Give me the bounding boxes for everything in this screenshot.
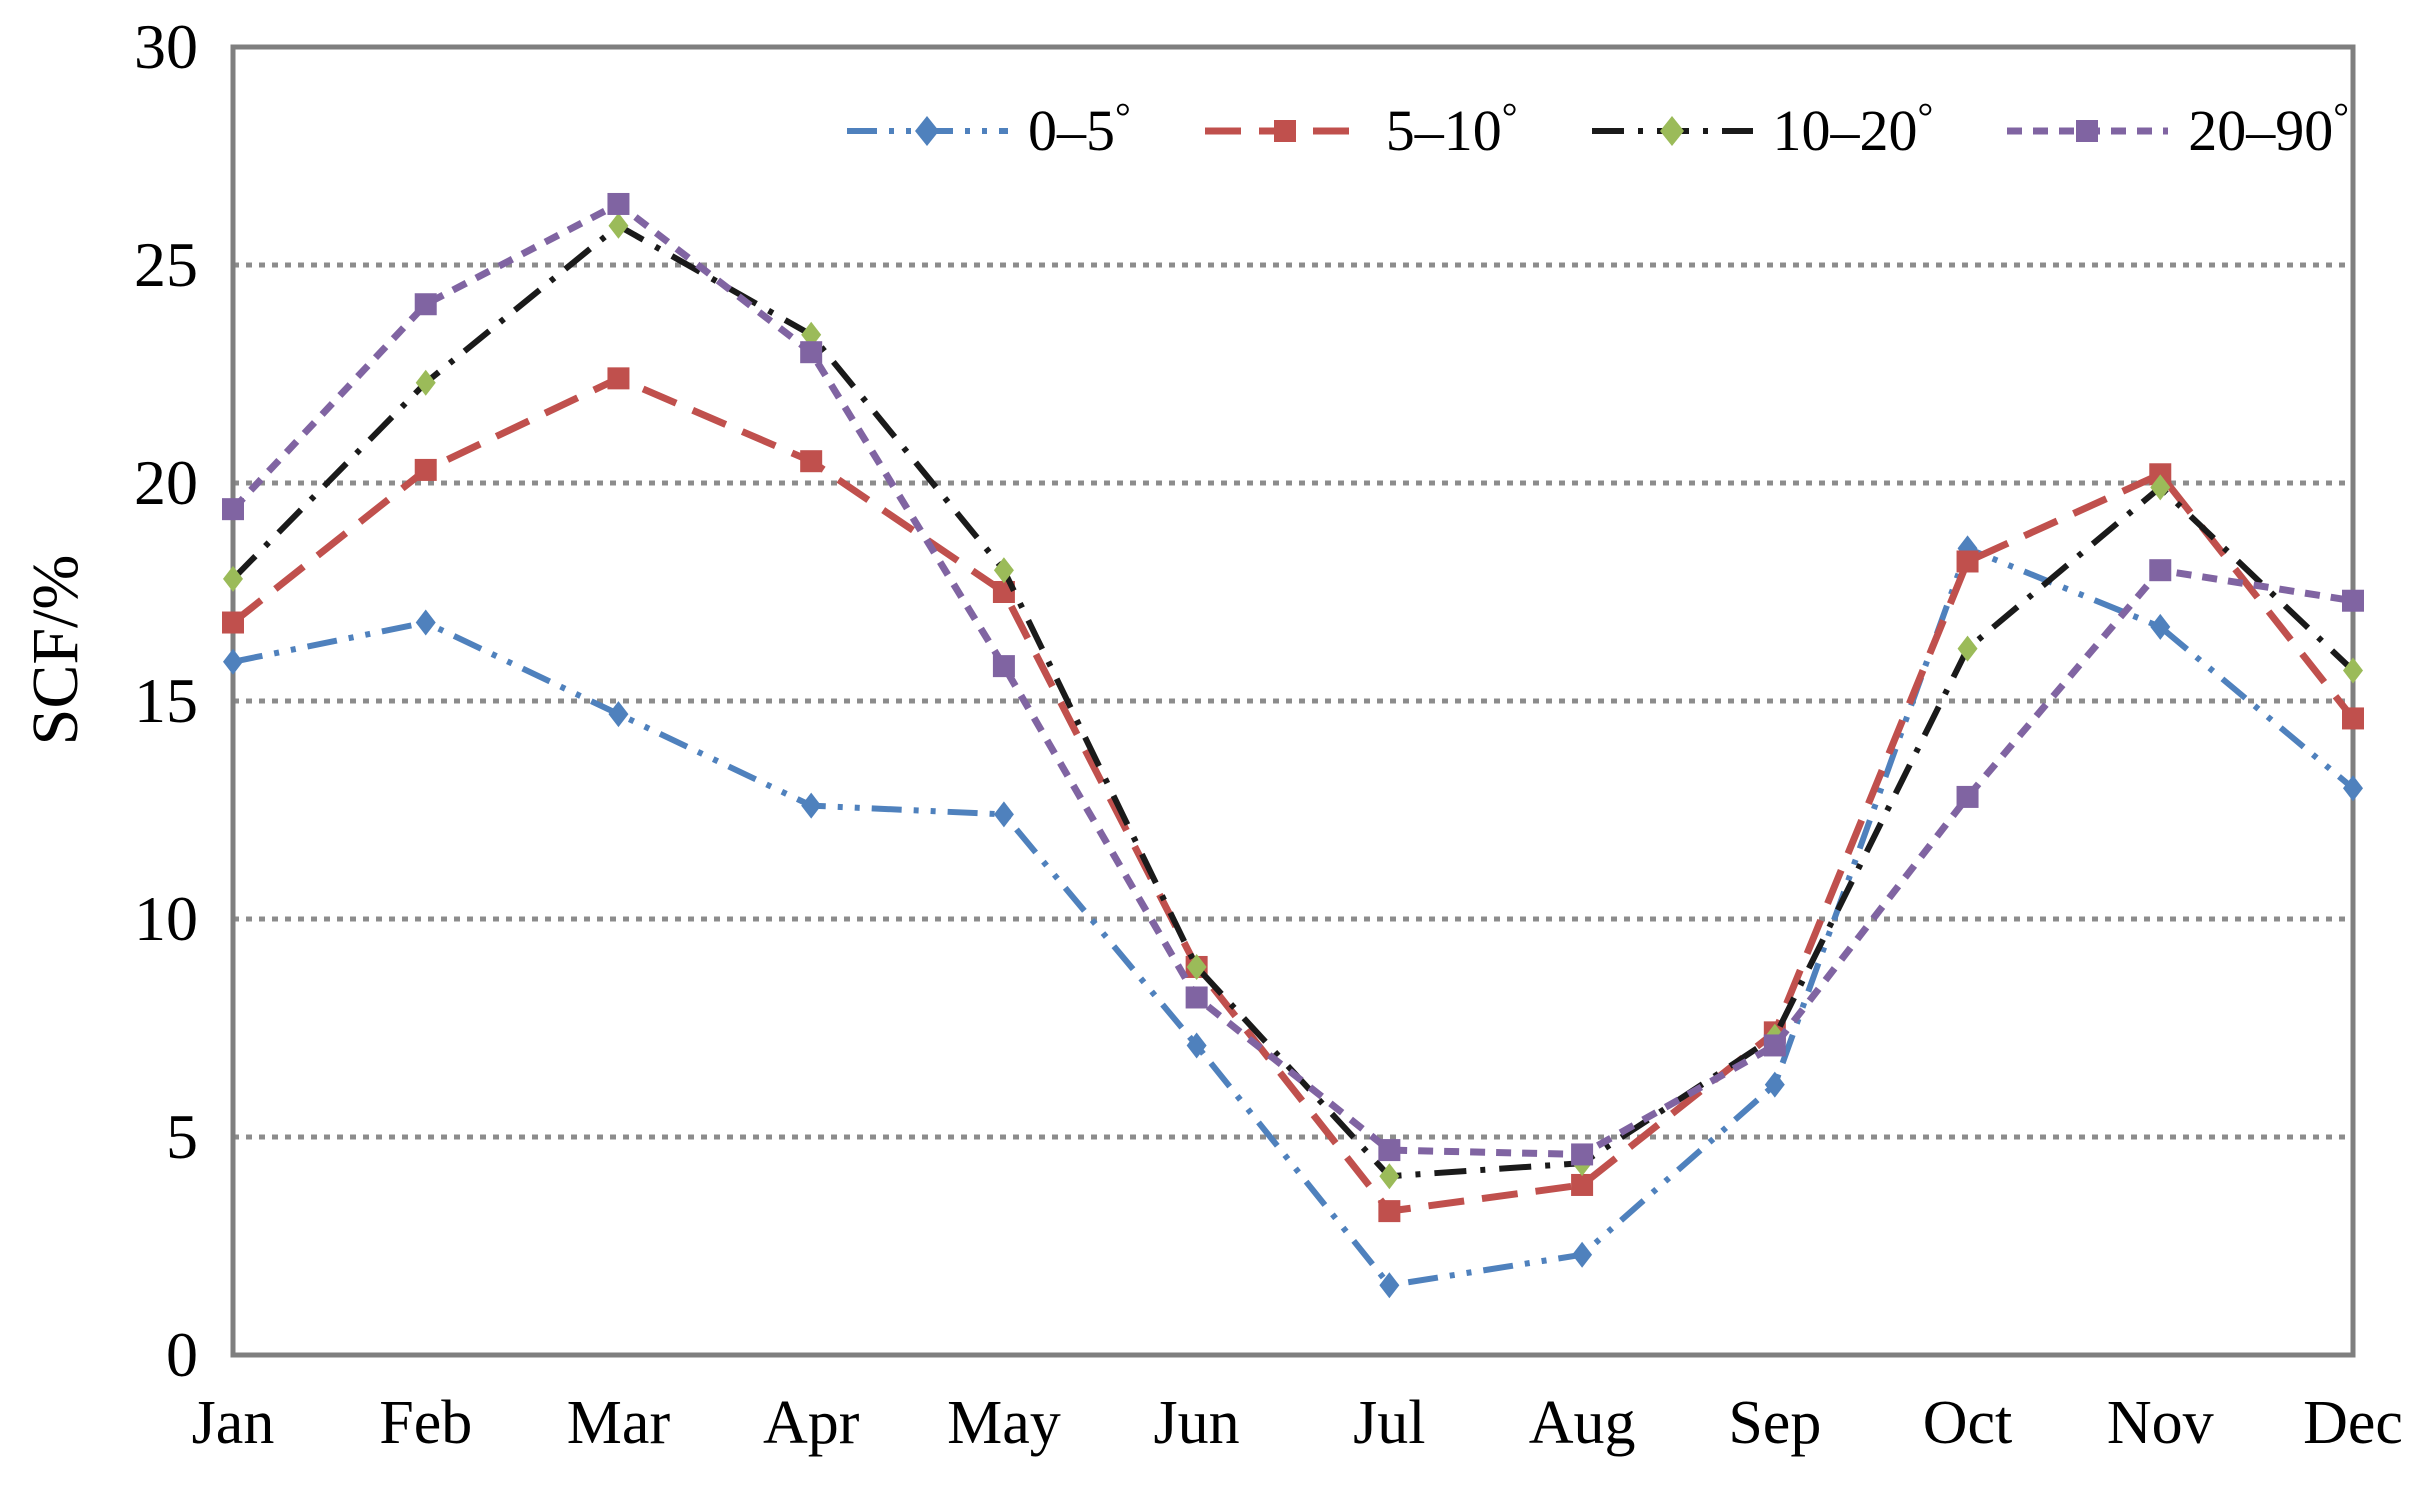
- data-point-0–5°-Nov: [2150, 613, 2171, 640]
- data-point-0–5°-Aug: [1572, 1241, 1593, 1268]
- data-point-0–5°-Dec: [2343, 775, 2363, 802]
- degree-symbol: °: [1501, 94, 1518, 139]
- legend-label: 20–90°: [2188, 94, 2350, 163]
- x-tick-label-Dec: Dec: [2303, 1389, 2403, 1457]
- data-point-20–90°-Apr: [800, 341, 823, 364]
- series-line-20–90°: [230, 199, 2354, 1158]
- data-point-20–90°-Dec: [2342, 589, 2364, 612]
- data-point-5–10°-Aug: [1571, 1173, 1594, 1196]
- data-point-5–10°-Jan: [222, 611, 244, 634]
- data-point-5–10°-Feb: [414, 458, 437, 481]
- degree-symbol: °: [1115, 94, 1131, 139]
- data-point-0–5°-May: [993, 801, 1014, 828]
- x-tick-label-Nov: Nov: [2106, 1389, 2214, 1457]
- legend-label: 10–20°: [1772, 94, 1934, 163]
- data-point-20–90°-Jun: [1185, 986, 1208, 1009]
- square-marker-icon: [2076, 120, 2099, 142]
- legend-swatch: [1591, 116, 1753, 146]
- data-point-0–5°-Mar: [608, 701, 629, 728]
- data-point-5–10°-Jul: [1378, 1200, 1401, 1223]
- y-tick-label-10: 10: [134, 883, 198, 954]
- data-point-20–90°-Aug: [1571, 1143, 1594, 1166]
- data-point-20–90°-Jan: [222, 498, 244, 521]
- data-point-5–10°-Oct: [1956, 550, 1979, 573]
- data-point-0–5°-Sep: [1764, 1071, 1785, 1098]
- data-point-20–90°-Mar: [607, 192, 630, 215]
- x-tick-label-Sep: Sep: [1728, 1389, 1822, 1457]
- legend-label: 0–5°: [1028, 94, 1131, 163]
- data-point-10–20°-Jan: [223, 565, 243, 592]
- data-point-0–5°-Jul: [1379, 1272, 1400, 1299]
- data-point-0–5°-Feb: [415, 609, 436, 636]
- legend-item-10–20°: 10–20°: [1590, 94, 1934, 163]
- diamond-marker-icon: [1659, 116, 1684, 146]
- data-point-20–90°-May: [992, 655, 1015, 678]
- data-point-10–20°-Jul: [1379, 1163, 1400, 1190]
- legend-swatch: [1204, 120, 1366, 142]
- data-point-20–90°-Nov: [2149, 559, 2172, 582]
- y-tick-label-20: 20: [134, 447, 198, 518]
- series-line-5–10°: [230, 374, 2356, 1215]
- x-tick-label-Jun: Jun: [1153, 1389, 1240, 1457]
- data-point-5–10°-Nov: [2149, 463, 2172, 486]
- legend-item-5–10°: 5–10°: [1203, 94, 1518, 163]
- y-tick-label-0: 0: [166, 1319, 198, 1390]
- data-point-10–20°-Oct: [1957, 635, 1978, 662]
- x-tick-label-Jul: Jul: [1353, 1389, 1426, 1457]
- data-point-10–20°-Feb: [415, 369, 436, 396]
- x-tick-label-May: May: [947, 1389, 1061, 1457]
- data-point-0–5°-Apr: [801, 792, 822, 819]
- x-tick-label-Mar: Mar: [566, 1389, 671, 1457]
- data-point-0–5°-Jan: [223, 648, 243, 675]
- legend-item-20–90°: 20–90°: [2005, 94, 2350, 163]
- data-point-20–90°-Feb: [414, 293, 437, 316]
- y-tick-label-25: 25: [134, 229, 198, 300]
- data-point-10–20°-Mar: [608, 212, 629, 239]
- plot-border: [230, 44, 2356, 1358]
- data-point-20–90°-Oct: [1956, 785, 1979, 808]
- legend-item-0–5°: 0–5°: [845, 94, 1131, 163]
- data-point-5–10°-Dec: [2342, 707, 2364, 730]
- data-point-20–90°-Sep: [1763, 1034, 1786, 1057]
- degree-symbol: °: [1917, 94, 1934, 139]
- legend-swatch: [847, 116, 1008, 146]
- data-point-0–5°-Jun: [1186, 1032, 1207, 1059]
- y-tick-label-5: 5: [166, 1101, 198, 1172]
- data-point-20–90°-Jul: [1378, 1139, 1401, 1162]
- x-tick-label-Jan: Jan: [191, 1389, 275, 1457]
- data-point-10–20°-Nov: [2150, 474, 2171, 501]
- y-tick-label-30: 30: [134, 11, 198, 82]
- legend-label: 5–10°: [1385, 94, 1518, 163]
- legend: 0–5° 5–10° 10–20° 20–90°: [845, 94, 2350, 163]
- data-point-10–20°-Dec: [2343, 657, 2363, 684]
- data-point-5–10°-Apr: [800, 450, 823, 473]
- degree-symbol: °: [2333, 94, 2350, 139]
- x-tick-label-Aug: Aug: [1528, 1389, 1636, 1457]
- data-point-5–10°-Mar: [607, 367, 630, 390]
- diamond-marker-icon: [915, 116, 939, 146]
- y-tick-label-15: 15: [134, 665, 198, 736]
- x-tick-label-Apr: Apr: [762, 1389, 860, 1457]
- x-tick-label-Feb: Feb: [379, 1389, 473, 1457]
- square-marker-icon: [1273, 120, 1296, 142]
- data-point-10–20°-May: [993, 557, 1014, 584]
- data-point-10–20°-Jun: [1186, 953, 1207, 980]
- x-tick-label-Oct: Oct: [1922, 1389, 2013, 1457]
- legend-swatch: [2007, 120, 2169, 142]
